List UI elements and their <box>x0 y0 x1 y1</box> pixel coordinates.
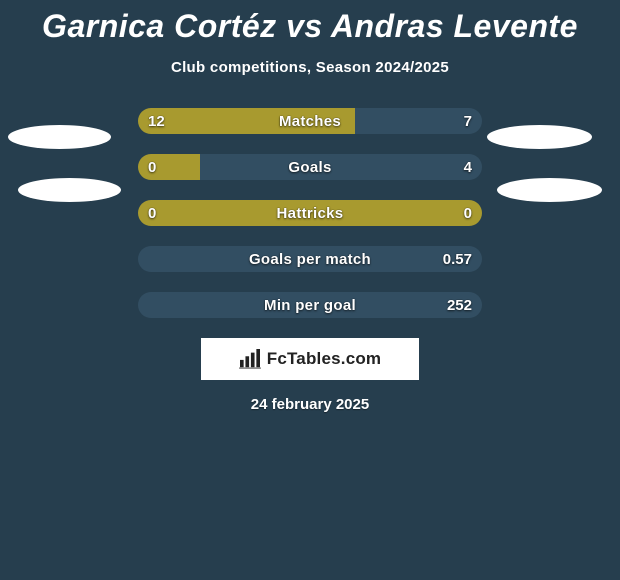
stat-row: Hattricks00 <box>138 200 482 226</box>
avatar-placeholder-left-2 <box>18 178 121 202</box>
stat-bar-left <box>138 108 355 134</box>
stat-bar-track <box>138 200 482 226</box>
stat-bar-right <box>200 154 482 180</box>
stat-row: Matches127 <box>138 108 482 134</box>
stat-row: Goals per match0.57 <box>138 246 482 272</box>
avatar-placeholder-right-2 <box>497 178 602 202</box>
stat-bar-left <box>138 200 482 226</box>
stat-bar-right <box>138 292 482 318</box>
stat-bar-track <box>138 292 482 318</box>
bar-chart-icon <box>239 349 261 369</box>
subtitle: Club competitions, Season 2024/2025 <box>0 59 620 76</box>
stat-bar-right <box>355 108 482 134</box>
stat-bar-left <box>138 154 200 180</box>
stat-bar-track <box>138 108 482 134</box>
source-badge-text: FcTables.com <box>267 349 382 369</box>
avatar-placeholder-left-1 <box>8 125 111 149</box>
stat-bar-right <box>138 246 482 272</box>
stat-bar-track <box>138 246 482 272</box>
avatar-placeholder-right-1 <box>487 125 592 149</box>
stat-row: Min per goal252 <box>138 292 482 318</box>
stat-row: Goals04 <box>138 154 482 180</box>
page-title: Garnica Cortéz vs Andras Levente <box>0 0 620 45</box>
stat-bar-track <box>138 154 482 180</box>
date-text: 24 february 2025 <box>0 396 620 413</box>
source-badge: FcTables.com <box>201 338 419 380</box>
